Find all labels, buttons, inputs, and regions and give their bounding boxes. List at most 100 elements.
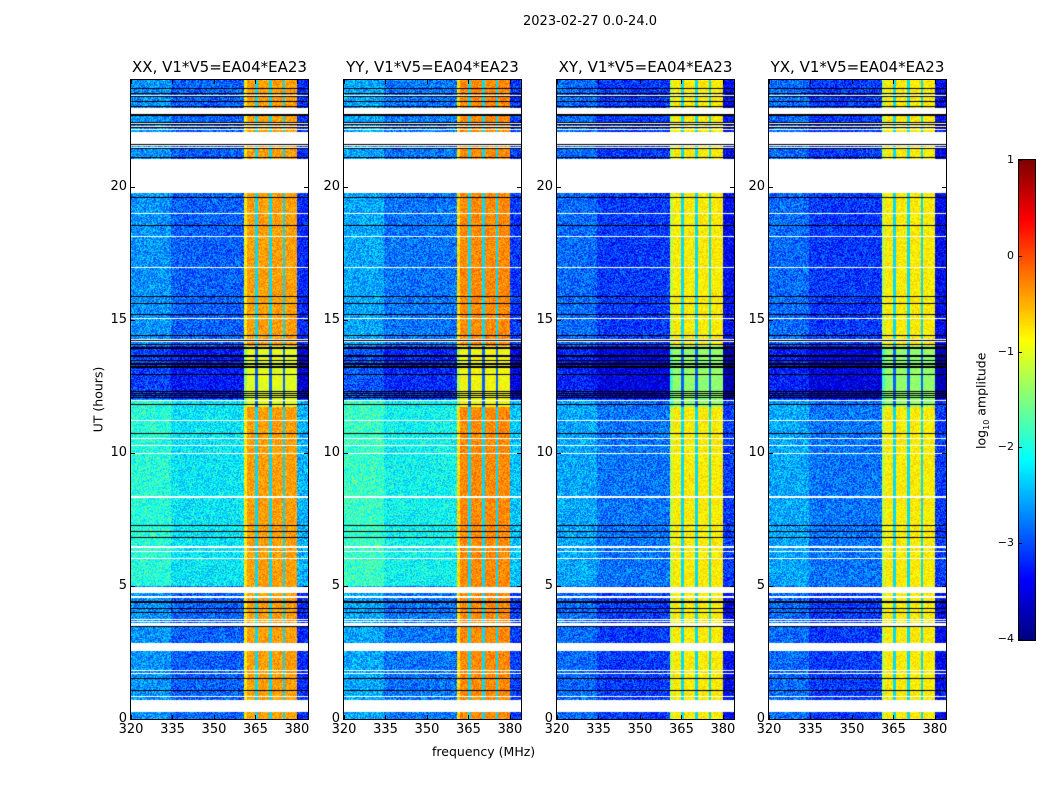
y-tick-label: 20: [110, 178, 127, 194]
x-tick-label: 350: [201, 722, 227, 737]
y-tick-mark: [131, 585, 135, 587]
colorbar-tick-mark: [1019, 639, 1022, 640]
x-tick-label: 320: [118, 722, 144, 737]
y-tick-label: 10: [323, 444, 340, 460]
x-tick-mark: [509, 80, 511, 84]
y-tick-mark: [557, 319, 561, 321]
panel-title: YX, V1*V5=EA04*EA23: [770, 58, 945, 76]
colorbar-tick-label: −2: [997, 440, 1014, 454]
colorbar-tick-label: 0: [1007, 248, 1014, 262]
x-tick-mark: [172, 80, 174, 84]
x-tick-mark: [296, 80, 298, 84]
y-tick-label: 0: [331, 711, 340, 726]
heatmap-axes: [130, 79, 309, 720]
x-tick-label: 365: [669, 722, 694, 737]
x-tick-mark: [769, 715, 770, 719]
y-tick-mark: [131, 186, 135, 188]
y-tick-mark: [304, 319, 308, 321]
colorbar-tick-mark: [1019, 351, 1022, 353]
y-tick-label: 0: [756, 711, 765, 726]
y-tick-label: 20: [536, 178, 553, 194]
y-tick-mark: [344, 585, 348, 587]
colorbar-tick-mark: [1019, 255, 1022, 257]
y-tick-mark: [304, 186, 308, 188]
y-tick-mark: [769, 452, 773, 454]
x-tick-label: 380: [497, 722, 523, 737]
y-tick-label: 5: [331, 577, 340, 593]
y-tick-mark: [344, 319, 348, 321]
x-tick-mark: [722, 715, 724, 719]
x-tick-mark: [639, 715, 641, 719]
y-tick-mark: [769, 719, 773, 720]
y-tick-label: 5: [756, 577, 765, 593]
y-tick-mark: [730, 319, 734, 321]
y-axis-label: UT (hours): [90, 366, 106, 433]
panel-title: YY, V1*V5=EA04*EA23: [346, 58, 519, 76]
x-tick-label: 335: [586, 722, 611, 737]
colorbar-label-log: log: [973, 429, 989, 449]
y-tick-label: 0: [118, 711, 127, 726]
y-tick-mark: [517, 452, 521, 454]
y-tick-mark: [557, 719, 561, 720]
x-tick-mark: [851, 715, 853, 719]
y-tick-mark: [942, 186, 946, 188]
y-tick-mark: [517, 186, 521, 188]
y-tick-label: 15: [536, 311, 553, 327]
colorbar-label-sub: 10: [981, 419, 991, 430]
x-tick-mark: [810, 80, 812, 84]
heatmap-axes: [343, 79, 522, 720]
x-tick-mark: [557, 715, 558, 719]
y-tick-mark: [557, 585, 561, 587]
x-tick-mark: [468, 80, 470, 84]
x-tick-mark: [426, 80, 428, 84]
heatmap-cells: [131, 80, 308, 719]
colorbar-tick-label: −4: [997, 632, 1014, 645]
y-tick-label: 10: [536, 444, 553, 460]
x-tick-mark: [426, 715, 428, 719]
colorbar-tick-label: −1: [997, 344, 1014, 358]
y-tick-mark: [131, 719, 135, 720]
x-tick-label: 350: [627, 722, 653, 737]
y-tick-label: 20: [323, 178, 340, 194]
x-tick-mark: [639, 80, 641, 84]
x-tick-mark: [468, 715, 470, 719]
x-tick-mark: [722, 80, 724, 84]
y-tick-label: 10: [110, 444, 127, 460]
panel-title: XX, V1*V5=EA04*EA23: [132, 58, 307, 76]
y-tick-label: 15: [323, 311, 340, 327]
y-tick-mark: [730, 186, 734, 188]
x-tick-label: 350: [414, 722, 440, 737]
x-tick-mark: [851, 80, 853, 84]
y-tick-mark: [517, 319, 521, 321]
x-tick-label: 380: [284, 722, 310, 737]
y-tick-mark: [769, 186, 773, 188]
x-tick-mark: [769, 80, 770, 84]
y-tick-label: 15: [748, 311, 765, 327]
x-tick-label: 365: [881, 722, 906, 737]
y-tick-label: 15: [110, 311, 127, 327]
y-tick-mark: [304, 719, 308, 720]
x-tick-label: 335: [160, 722, 185, 737]
colorbar-tick-mark: [1019, 160, 1022, 161]
y-tick-label: 10: [748, 444, 765, 460]
x-tick-label: 380: [922, 722, 948, 737]
y-tick-label: 5: [544, 577, 553, 593]
y-tick-mark: [942, 585, 946, 587]
x-tick-mark: [681, 715, 683, 719]
x-tick-mark: [296, 715, 298, 719]
x-tick-mark: [213, 715, 215, 719]
y-tick-mark: [730, 719, 734, 720]
colorbar-label: log10 amplitude: [973, 341, 991, 461]
y-tick-mark: [517, 585, 521, 587]
x-tick-mark: [934, 715, 936, 719]
x-tick-mark: [131, 715, 132, 719]
x-tick-label: 320: [331, 722, 357, 737]
y-tick-mark: [769, 319, 773, 321]
x-tick-mark: [810, 715, 812, 719]
y-tick-mark: [730, 452, 734, 454]
y-tick-mark: [131, 319, 135, 321]
y-tick-mark: [344, 719, 348, 720]
colorbar: [1018, 159, 1036, 641]
y-tick-mark: [304, 585, 308, 587]
